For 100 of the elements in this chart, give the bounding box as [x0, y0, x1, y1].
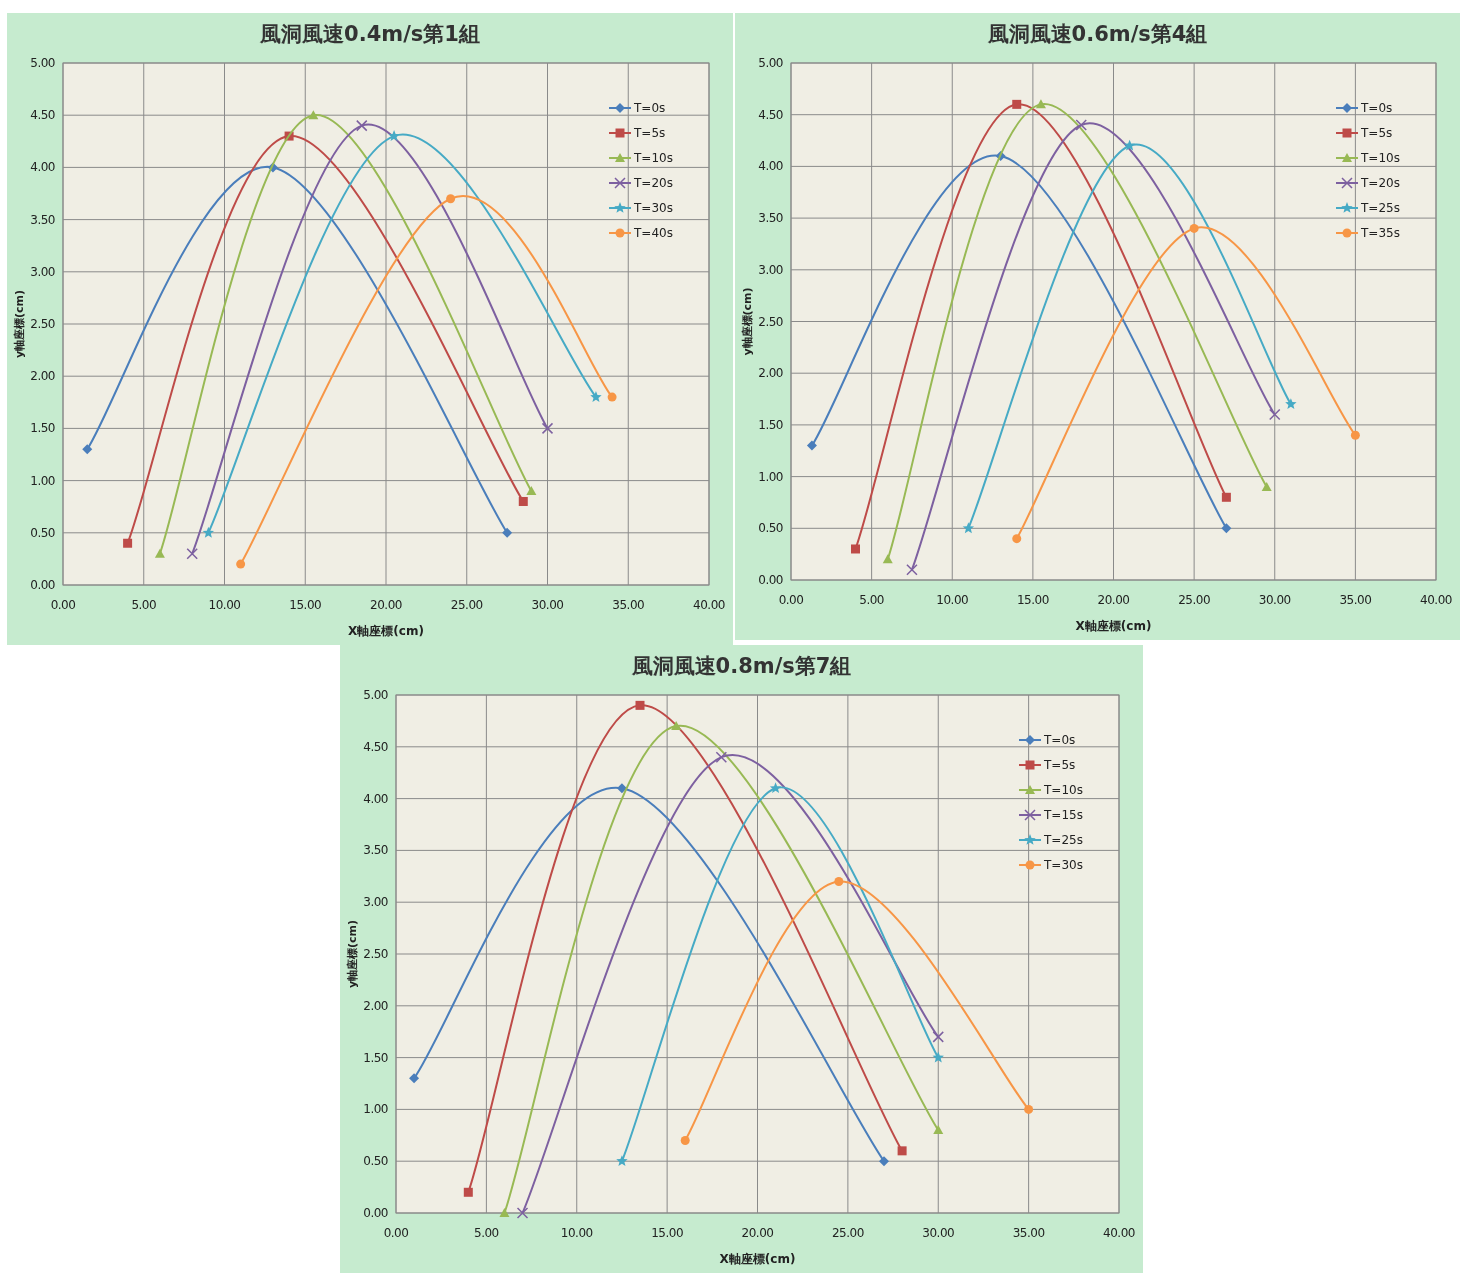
- x-tick-label: 25.00: [831, 1226, 864, 1240]
- point: [933, 1125, 944, 1135]
- legend-label: T=10s: [1043, 783, 1083, 797]
- y-tick-label: 2.00: [758, 366, 783, 381]
- point: [882, 554, 893, 564]
- legend-label: T=30s: [1043, 858, 1083, 872]
- point: [671, 721, 682, 731]
- y-tick-label: 0.00: [30, 578, 55, 592]
- y-tick-label: 4.00: [758, 159, 783, 174]
- point: [82, 444, 93, 455]
- x-tick-label: 20.00: [1097, 593, 1130, 607]
- y-tick-label: 0.50: [30, 525, 55, 540]
- legend-label: T=20s: [633, 176, 673, 190]
- point: [446, 194, 456, 204]
- x-tick-label: 25.00: [1178, 593, 1211, 607]
- point: [906, 563, 918, 576]
- x-tick-label: 20.00: [370, 598, 402, 612]
- y-axis-title: y軸座標(cm): [13, 289, 26, 359]
- x-tick-label: 15.00: [651, 1226, 684, 1240]
- point: [1269, 408, 1281, 421]
- x-tick-label: 40.00: [693, 598, 725, 612]
- point: [607, 392, 617, 402]
- y-tick-label: 3.00: [758, 262, 783, 277]
- point: [236, 559, 246, 569]
- y-tick-label: 4.00: [30, 160, 55, 175]
- x-tick-label: 40.00: [1420, 593, 1452, 607]
- point: [308, 110, 319, 120]
- y-tick-label: 4.00: [363, 791, 388, 806]
- legend-label: T=25s: [1360, 201, 1400, 215]
- point: [502, 527, 513, 538]
- point: [154, 548, 165, 558]
- y-tick-label: 1.50: [363, 1050, 388, 1065]
- legend-label: T=40s: [633, 226, 673, 240]
- chart-title: 風洞風速0.6m/s第4組: [986, 22, 1208, 46]
- y-tick-label: 2.50: [30, 317, 55, 331]
- point: [409, 1073, 420, 1084]
- legend-label: T=0s: [633, 101, 666, 115]
- point: [463, 1187, 473, 1197]
- point: [1285, 398, 1297, 410]
- y-tick-label: 1.50: [30, 421, 55, 436]
- x-axis-title: X軸座標(cm): [1075, 619, 1152, 633]
- point: [499, 1208, 510, 1217]
- x-tick-label: 30.00: [1258, 593, 1291, 607]
- point: [1024, 1104, 1034, 1114]
- x-tick-label: 0.00: [383, 1226, 409, 1240]
- y-tick-label: 0.00: [363, 1206, 388, 1220]
- legend-label: T=30s: [633, 201, 673, 215]
- y-tick-label: 4.50: [758, 107, 783, 122]
- y-tick-label: 5.00: [758, 56, 783, 70]
- x-tick-label: 25.00: [450, 598, 483, 612]
- y-tick-label: 2.50: [363, 947, 388, 961]
- x-axis-title: X軸座標(cm): [719, 1252, 796, 1266]
- x-tick-label: 35.00: [1012, 1226, 1045, 1240]
- point: [1012, 99, 1022, 109]
- y-tick-label: 3.00: [30, 264, 55, 279]
- y-tick-label: 2.00: [30, 369, 55, 384]
- y-tick-label: 1.50: [758, 417, 783, 432]
- x-tick-label: 0.00: [778, 593, 804, 607]
- point: [834, 876, 844, 886]
- point: [1221, 523, 1232, 534]
- y-tick-label: 3.50: [30, 212, 55, 227]
- point: [518, 496, 528, 506]
- point: [356, 119, 368, 132]
- y-tick-label: 0.00: [758, 573, 783, 587]
- x-tick-label: 10.00: [560, 1226, 593, 1240]
- point: [590, 391, 602, 402]
- y-tick-label: 1.00: [30, 473, 55, 488]
- legend-label: T=5s: [633, 126, 666, 140]
- point: [932, 1051, 944, 1063]
- point: [769, 782, 782, 794]
- legend-label: T=5s: [1043, 758, 1076, 772]
- y-axis-title: y軸座標(cm): [346, 919, 359, 989]
- legend-label: T=5s: [1360, 126, 1393, 140]
- point: [388, 130, 400, 141]
- point: [879, 1156, 890, 1167]
- y-tick-label: 2.00: [363, 998, 388, 1013]
- y-tick-label: 5.00: [363, 688, 388, 702]
- y-tick-label: 3.50: [363, 843, 388, 858]
- x-tick-label: 30.00: [922, 1226, 955, 1240]
- x-tick-label: 20.00: [741, 1226, 774, 1240]
- legend-label: T=10s: [633, 151, 673, 165]
- point: [1012, 534, 1022, 544]
- y-tick-label: 2.50: [758, 314, 783, 329]
- point: [715, 751, 728, 763]
- y-tick-label: 4.50: [363, 739, 388, 754]
- y-axis-title: y軸座標(cm): [741, 287, 754, 356]
- legend-label: T=0s: [1043, 733, 1076, 747]
- y-tick-label: 3.50: [758, 211, 783, 226]
- x-tick-label: 35.00: [1339, 593, 1372, 607]
- x-tick-label: 15.00: [1016, 593, 1049, 607]
- point: [680, 1135, 690, 1145]
- point: [806, 440, 817, 451]
- y-tick-label: 1.00: [758, 469, 783, 484]
- point: [1350, 430, 1360, 440]
- point: [1221, 492, 1231, 502]
- point: [851, 544, 860, 554]
- x-tick-label: 10.00: [936, 593, 969, 607]
- point: [1123, 139, 1136, 151]
- point: [962, 522, 975, 534]
- x-tick-label: 5.00: [474, 1226, 499, 1240]
